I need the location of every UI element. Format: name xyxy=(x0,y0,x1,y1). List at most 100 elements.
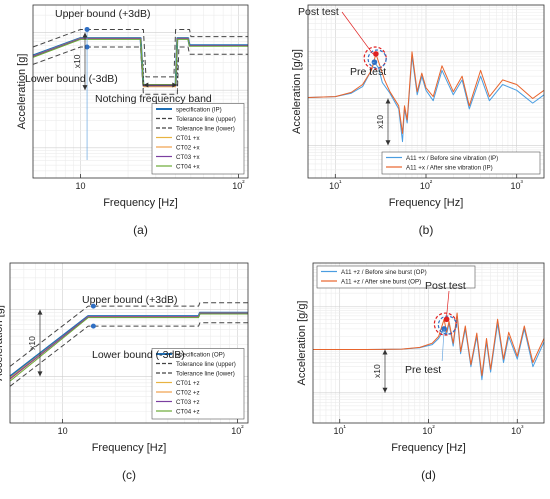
series-group xyxy=(313,312,545,381)
legend-entry: Tolerance line (lower) xyxy=(176,371,235,378)
pre-test-leader xyxy=(441,328,445,362)
series-group xyxy=(9,302,248,387)
legend-entry: specification (OP) xyxy=(176,352,225,359)
decade-label: x10 xyxy=(27,336,37,350)
lower-bound-label: Lower bound (-3dB) xyxy=(25,73,118,85)
legend: A11 +z / Before sine burst (OP) A11 +z / … xyxy=(316,265,476,289)
legend-entry: CT04 +z xyxy=(176,409,200,416)
y-axis-label: Acceleration [g] xyxy=(16,54,28,130)
tick-base: 10 xyxy=(422,426,432,436)
y-axis-label: Acceleration [g] xyxy=(0,305,5,381)
panel-caption: (b) xyxy=(419,223,434,237)
legend-entry: specification (IP) xyxy=(176,107,222,114)
x-tick-label: 10² xyxy=(420,180,433,191)
post-test-marker xyxy=(443,316,450,323)
x-tick-label: 10² xyxy=(231,425,244,436)
plot-frame xyxy=(9,262,249,424)
series-line xyxy=(9,322,248,387)
tick-base: 10 xyxy=(232,181,242,191)
legend-entry: CT01 +z xyxy=(176,380,200,387)
pre-test-label: Pre test xyxy=(350,66,386,78)
tick-base: 10 xyxy=(511,181,521,191)
tick-exponent: ² xyxy=(242,180,245,187)
lower-bound-marker xyxy=(90,323,96,329)
lower-bound-marker xyxy=(84,44,90,50)
legend-entry: Tolerance line (upper) xyxy=(176,361,236,368)
legend-box xyxy=(151,103,245,175)
legend-box xyxy=(381,151,541,175)
post-test-label: Post test xyxy=(425,280,466,292)
pre-test-marker xyxy=(441,326,447,332)
tick-base: 10 xyxy=(329,181,339,191)
post-test-label: Post test xyxy=(298,6,339,18)
grid xyxy=(307,4,545,179)
annotations: Upper bound (+3dB) Lower bound (-3dB) x10 xyxy=(27,294,185,377)
lower-bound-label: Lower bound (-3dB) xyxy=(92,349,185,361)
x-tick-label: 10 xyxy=(58,426,68,436)
pre-test-marker xyxy=(371,59,378,65)
upper-bound-marker xyxy=(84,26,90,32)
panel-caption: (a) xyxy=(133,223,148,237)
annotations: Post test Pre test x10 xyxy=(372,280,466,393)
legend-box xyxy=(316,265,476,289)
upper-bound-label: Upper bound (+3dB) xyxy=(82,294,177,306)
annotations: Post test Pre test x10 xyxy=(298,6,391,146)
x-tick-label: 10 xyxy=(76,181,86,191)
series-line xyxy=(32,29,248,78)
legend-entry: A11 +x / After sine vibration (IP) xyxy=(406,165,493,172)
tick-exponent: ³ xyxy=(521,180,524,187)
panel-caption: (d) xyxy=(421,468,436,482)
annotations: Upper bound (+3dB) Lower bound (-3dB) Notc… xyxy=(25,8,212,160)
x-tick-label: 10¹ xyxy=(329,180,342,191)
x-tick-label: 10³ xyxy=(511,180,524,191)
upper-bound-label: Upper bound (+3dB) xyxy=(55,8,150,20)
legend: specification (IP) Tolerance line (upper)… xyxy=(151,103,245,175)
legend: A11 +x / Before sine vibration (IP) A11 +… xyxy=(381,151,541,175)
series-line xyxy=(9,302,248,367)
legend-entry: Tolerance line (upper) xyxy=(176,116,236,123)
notch-band-label: Notching frequency band xyxy=(95,93,212,105)
tick-exponent: ¹ xyxy=(344,425,347,432)
x-axis-label: Frequency [Hz] xyxy=(103,197,178,209)
post-test-marker xyxy=(373,51,379,57)
tick-exponent: ³ xyxy=(521,425,524,432)
tick-exponent: ² xyxy=(432,425,435,432)
x-axis-label: Frequency [Hz] xyxy=(92,442,167,454)
legend: specification (OP) Tolerance line (upper)… xyxy=(151,348,245,420)
legend-entry: CT04 +x xyxy=(176,164,200,171)
x-tick-label: 10² xyxy=(232,180,245,191)
tick-exponent: ¹ xyxy=(339,180,342,187)
legend-entry: CT01 +x xyxy=(176,135,200,142)
y-axis-label: Acceleration [g/g] xyxy=(296,301,308,386)
series-line xyxy=(313,312,545,377)
legend-entry: A11 +z / After sine burst (OP) xyxy=(341,279,421,286)
legend-box xyxy=(151,348,245,420)
notch-arrowhead xyxy=(143,82,149,88)
decade-label: x10 xyxy=(372,364,382,378)
x-axis-label: Frequency [Hz] xyxy=(389,197,464,209)
tick-exponent: ² xyxy=(430,180,433,187)
tick-base: 10 xyxy=(420,181,430,191)
legend-entry: Tolerance line (lower) xyxy=(176,126,235,133)
plot-frame xyxy=(32,4,249,179)
post-test-leader xyxy=(446,290,450,317)
tick-base: 10 xyxy=(231,426,241,436)
post-test-leader xyxy=(341,11,374,55)
x-axis-label: Frequency [Hz] xyxy=(391,442,466,454)
pre-test-circle xyxy=(437,315,457,335)
legend-entry: CT02 +x xyxy=(176,145,200,152)
panel-caption: (c) xyxy=(122,468,136,482)
legend-entry: CT03 +x xyxy=(176,154,200,161)
tick-exponent: ² xyxy=(241,425,244,432)
series-line xyxy=(9,313,248,382)
legend-entry: A11 +x / Before sine vibration (IP) xyxy=(406,155,498,162)
legend-entry: CT03 +z xyxy=(176,399,200,406)
decade-label: x10 xyxy=(375,115,385,129)
notch-arrowhead xyxy=(172,82,178,88)
